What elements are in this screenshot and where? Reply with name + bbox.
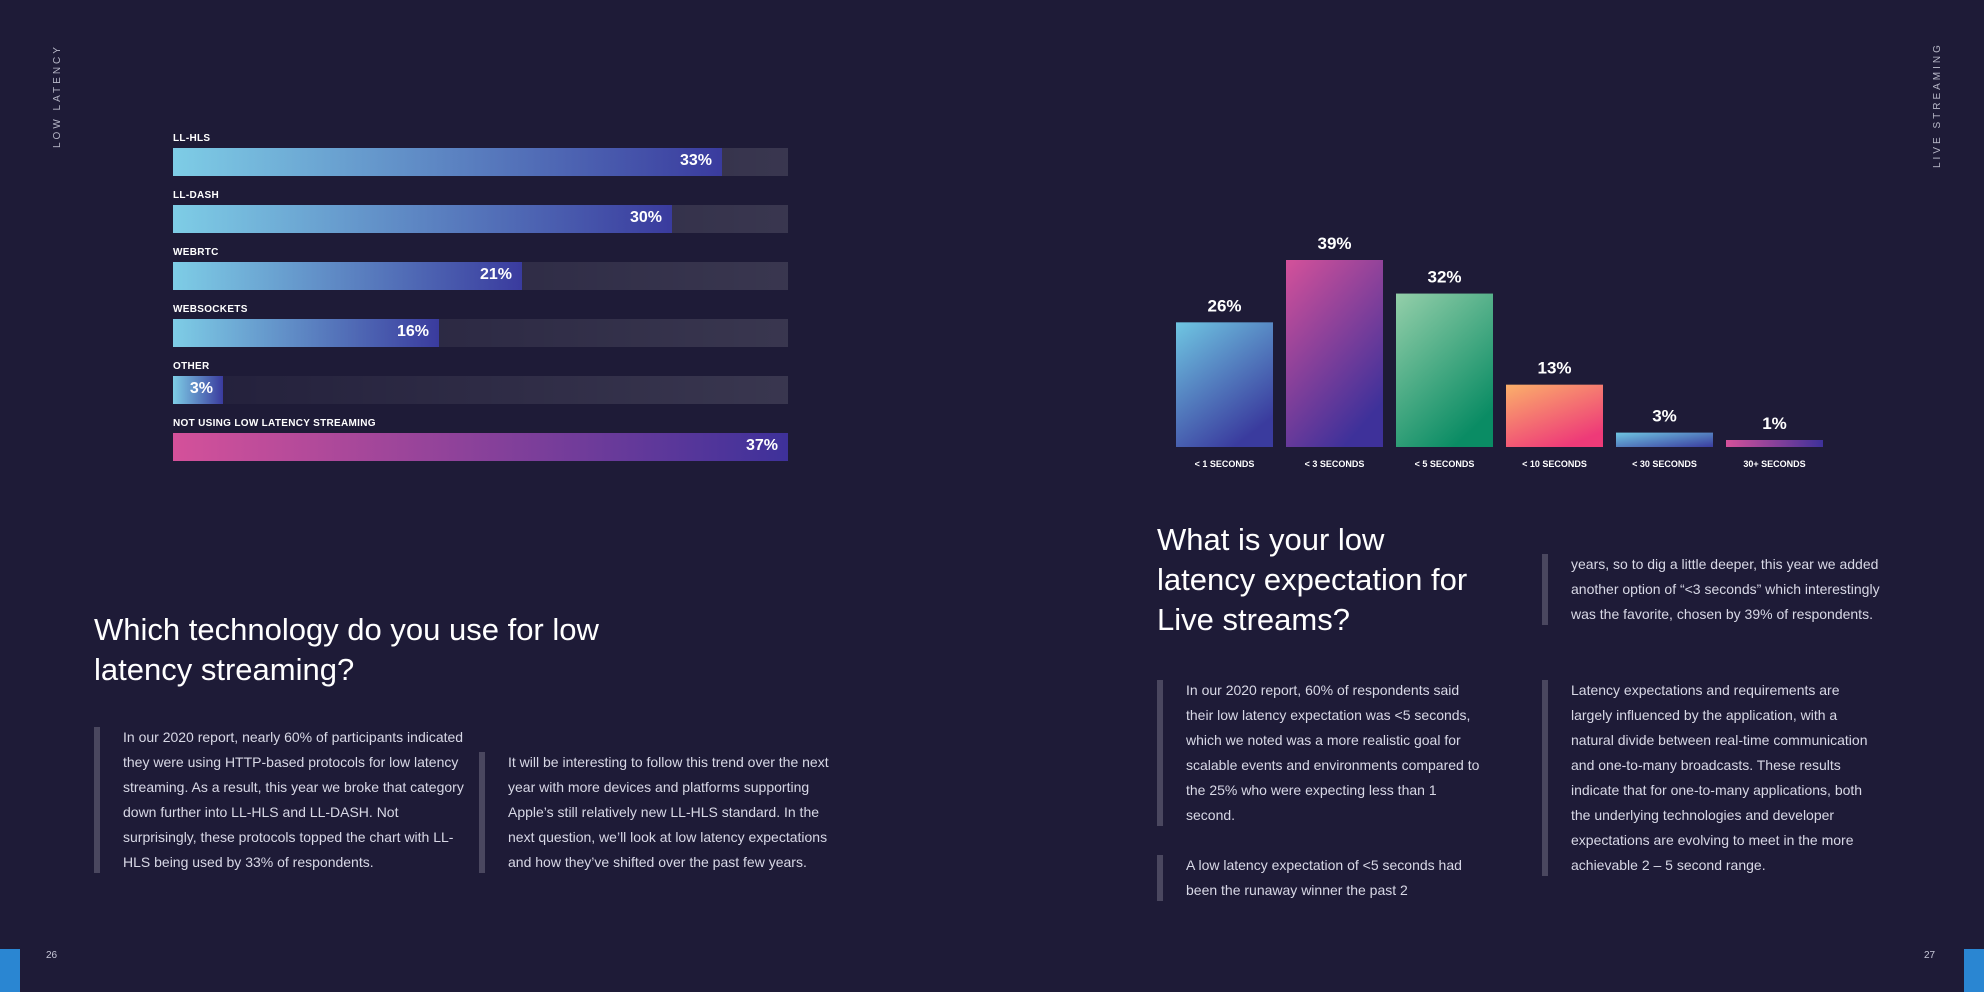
page-number-left: 26 (46, 950, 58, 961)
body-paragraph: In our 2020 report, nearly 60% of partic… (94, 725, 464, 875)
hbar-row: WEBRTC 21% (173, 244, 788, 301)
hbar-category-label: LL-DASH (173, 190, 219, 201)
page-heading-left: Which technology do you use for low late… (94, 612, 599, 687)
vbar-category-label: < 10 SECONDS (1522, 459, 1587, 469)
hbar-value-label: 3% (189, 380, 213, 397)
hbar-value-label: 33% (679, 152, 712, 169)
protocol-usage-chart: LL-HLS 33% LL-DASH 30% WEBRTC 21% WEBSOCKETS 16… (173, 130, 788, 472)
latency-expectation-chart: 26% < 1 SECONDS 39% < 3 SECONDS 32% < 5 SECON… (1176, 234, 1823, 469)
hbar-bar: 30% (173, 205, 672, 233)
vbar-bar (1726, 440, 1823, 447)
hbar-category-label: LL-HLS (173, 133, 211, 144)
vbar-value-label: 32% (1427, 268, 1461, 287)
vbar-value-label: 3% (1652, 407, 1677, 426)
hbar-value-label: 16% (396, 323, 429, 340)
vbar-bar (1506, 384, 1603, 447)
vbar-value-label: 39% (1317, 234, 1351, 253)
corner-tab-left (0, 949, 20, 992)
vbar-value-label: 13% (1537, 359, 1571, 378)
body-paragraph: years, so to dig a little deeper, this y… (1542, 552, 1892, 627)
hbar-track: 37% (173, 433, 788, 461)
hbar-category-label: WEBRTC (173, 247, 219, 258)
page-heading-right: What is your low latency expectation for… (1157, 522, 1468, 637)
body-paragraph: Latency expectations and requirements ar… (1542, 678, 1882, 878)
hbar-row: OTHER 3% (173, 358, 788, 415)
hbar-track: 30% (173, 205, 788, 233)
hbar-track: 21% (173, 262, 788, 290)
vbar-category-label: < 30 SECONDS (1632, 459, 1697, 469)
hbar-bar: 16% (173, 319, 439, 347)
section-label-right: LIVE STREAMING (1932, 42, 1943, 168)
vbar-value-label: 26% (1207, 296, 1241, 315)
hbar-value-label: 37% (745, 437, 778, 454)
vbar-bar (1176, 322, 1273, 447)
vbar-bar (1286, 260, 1383, 447)
hbar-bar: 33% (173, 148, 722, 176)
body-paragraph: In our 2020 report, 60% of respondents s… (1157, 678, 1487, 828)
hbar-row: WEBSOCKETS 16% (173, 301, 788, 358)
hbar-row: NOT USING LOW LATENCY STREAMING 37% (173, 415, 788, 472)
hbar-category-label: OTHER (173, 361, 210, 372)
hbar-track: 16% (173, 319, 788, 347)
vbar-category-label: 30+ SECONDS (1743, 459, 1805, 469)
body-paragraph: A low latency expectation of <5 seconds … (1157, 853, 1487, 903)
body-paragraph: It will be interesting to follow this tr… (479, 750, 849, 875)
hbar-row: LL-DASH 30% (173, 187, 788, 244)
hbar-row: LL-HLS 33% (173, 130, 788, 187)
hbar-value-label: 21% (479, 266, 512, 283)
vbar-category-label: < 1 SECONDS (1195, 459, 1255, 469)
section-label-left: LOW LATENCY (52, 44, 63, 148)
hbar-category-label: NOT USING LOW LATENCY STREAMING (173, 418, 376, 429)
page-number-right: 27 (1924, 950, 1936, 961)
vbar-category-label: < 3 SECONDS (1305, 459, 1365, 469)
vbar-bar (1396, 293, 1493, 447)
hbar-bar: 3% (173, 376, 223, 404)
hbar-bar: 37% (173, 433, 788, 461)
vbar-value-label: 1% (1762, 414, 1787, 433)
hbar-bar: 21% (173, 262, 522, 290)
corner-tab-right (1964, 949, 1984, 992)
vbar-category-label: < 5 SECONDS (1415, 459, 1475, 469)
hbar-track: 33% (173, 148, 788, 176)
hbar-value-label: 30% (629, 209, 662, 226)
hbar-track: 3% (173, 376, 788, 404)
hbar-category-label: WEBSOCKETS (173, 304, 248, 315)
vbar-bar (1616, 432, 1713, 447)
